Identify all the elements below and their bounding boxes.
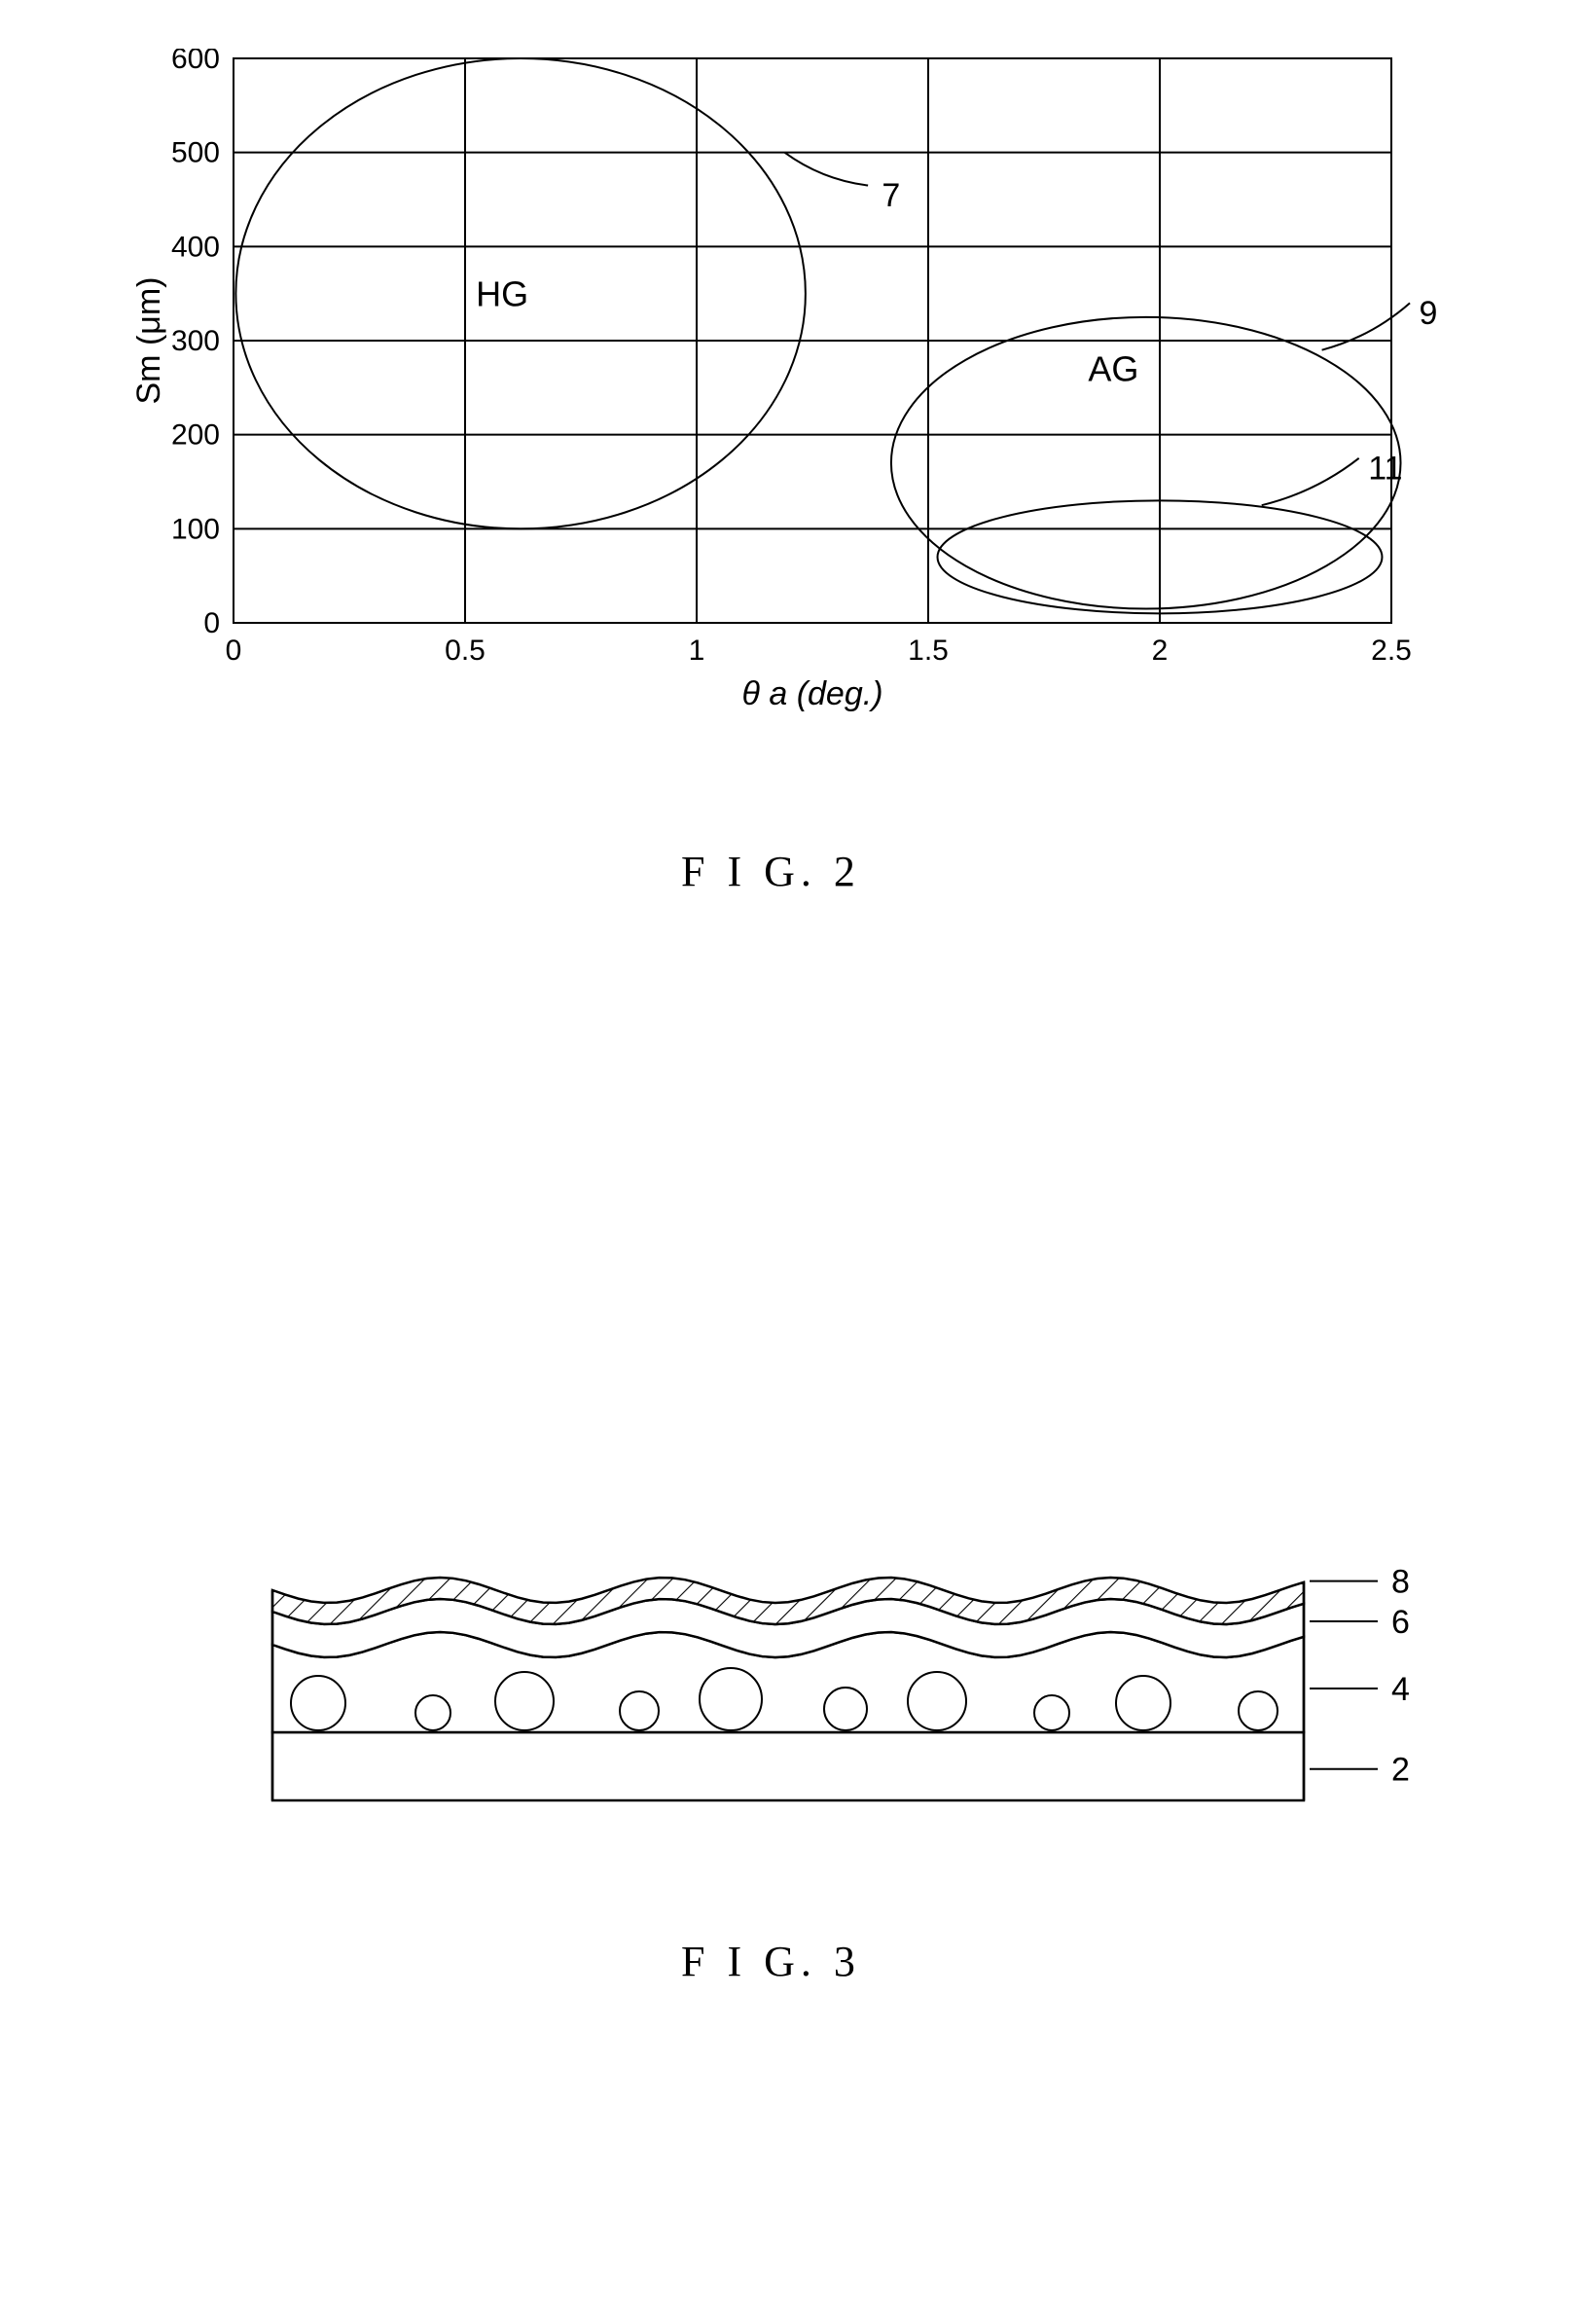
layer-label: 4 — [1391, 1671, 1410, 1708]
fig2-chart: 0 0.5 1 1.5 2 2.5 0 100 200 300 400 500 600 θ a (deg.… — [136, 49, 1518, 720]
layer-label: 2 — [1391, 1752, 1410, 1789]
svg-text:600: 600 — [171, 49, 220, 75]
particle — [908, 1672, 966, 1730]
svg-text:1.5: 1.5 — [908, 635, 949, 667]
svg-text:200: 200 — [171, 419, 220, 452]
svg-text:500: 500 — [171, 137, 220, 169]
fig3-diagram: 86 4 2 — [263, 1567, 1440, 1810]
svg-text:0.5: 0.5 — [445, 635, 486, 667]
particle — [824, 1688, 867, 1730]
svg-text:7: 7 — [882, 177, 900, 214]
svg-text:2: 2 — [1152, 635, 1169, 667]
svg-text:9: 9 — [1420, 295, 1438, 332]
particle — [1034, 1695, 1069, 1730]
svg-text:0: 0 — [226, 635, 242, 667]
particle — [291, 1676, 345, 1730]
layer-label: 6 — [1391, 1604, 1410, 1641]
fig2-caption: F I G. 2 — [681, 847, 861, 896]
particle — [495, 1672, 554, 1730]
svg-text:HG: HG — [476, 273, 528, 313]
svg-text:1: 1 — [689, 635, 705, 667]
svg-text:0: 0 — [203, 607, 220, 639]
svg-text:AG: AG — [1088, 349, 1138, 389]
layer-label: 8 — [1391, 1567, 1410, 1601]
particle — [1116, 1676, 1170, 1730]
svg-text:θ a (deg.): θ a (deg.) — [741, 675, 882, 712]
particle — [1239, 1691, 1278, 1730]
particle — [620, 1691, 659, 1730]
particle — [415, 1695, 450, 1730]
svg-text:100: 100 — [171, 513, 220, 545]
svg-text:11: 11 — [1368, 450, 1402, 487]
particle — [700, 1668, 762, 1730]
svg-text:2.5: 2.5 — [1371, 635, 1412, 667]
svg-text:300: 300 — [171, 325, 220, 357]
layer-2-substrate — [272, 1732, 1304, 1800]
svg-text:Sm (μm): Sm (μm) — [136, 276, 167, 404]
fig3-caption: F I G. 3 — [681, 1937, 861, 1986]
region-AG — [891, 317, 1401, 609]
svg-text:400: 400 — [171, 231, 220, 263]
